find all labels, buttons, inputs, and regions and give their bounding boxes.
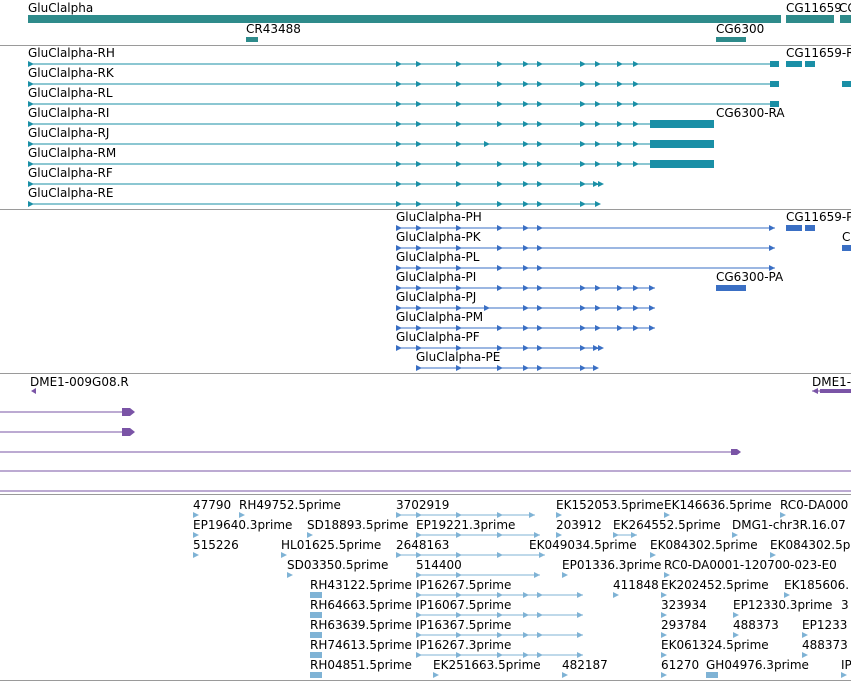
- est-label[interactable]: IP16367.5prime: [416, 618, 512, 632]
- est-label[interactable]: RC0-DA000: [780, 498, 849, 512]
- est-features[interactable]: [0, 495, 851, 681]
- transcript-label-cg6300-ra[interactable]: CG6300-RA: [716, 106, 785, 120]
- protein-label-pk[interactable]: GluClalpha-PK: [396, 230, 481, 244]
- transcript-label-cg11659-r[interactable]: CG11659-R: [786, 46, 851, 60]
- est-label[interactable]: RH04851.5prime: [310, 658, 412, 672]
- est-label[interactable]: 411848: [613, 578, 659, 592]
- gene-bar-cg11659[interactable]: [786, 15, 834, 23]
- est-label[interactable]: 203912: [556, 518, 602, 532]
- protein-label-ph[interactable]: GluClalpha-PH: [396, 210, 482, 224]
- est-label[interactable]: 482187: [562, 658, 608, 672]
- est-label[interactable]: EP19640.3prime: [193, 518, 293, 532]
- est-label[interactable]: EK251663.5prime: [433, 658, 541, 672]
- gene-bar-cr43488[interactable]: [246, 37, 258, 42]
- est-label[interactable]: 3702919: [396, 498, 450, 512]
- est-label[interactable]: 514400: [416, 558, 462, 572]
- transcript-label-rh[interactable]: GluClalpha-RH: [28, 46, 115, 60]
- gene-track: GluClalpha CR43488 CG6300 CG11659 CG: [0, 0, 851, 45]
- transcript-label-rm[interactable]: GluClalpha-RM: [28, 146, 117, 160]
- est-label[interactable]: DMG1-chr3R.16.07: [732, 518, 846, 532]
- gene-label-gluclalpha[interactable]: GluClalpha: [28, 1, 94, 15]
- protein-label-cg6300-pa[interactable]: CG6300-PA: [716, 270, 784, 284]
- est-label[interactable]: EP19221.3prime: [416, 518, 516, 532]
- est-track: 47790 RH49752.5prime 3702919 EK152053.5p…: [0, 495, 851, 681]
- transcript-label-rj[interactable]: GluClalpha-RJ: [28, 126, 110, 140]
- est-label[interactable]: 47790: [193, 498, 232, 512]
- est-label[interactable]: EK084302.5prime: [650, 538, 758, 552]
- primer-label-dme1-009g08[interactable]: DME1-009G08.R: [30, 375, 129, 389]
- est-label[interactable]: EK264552.5prime: [613, 518, 721, 532]
- est-label[interactable]: RH74613.5prime: [310, 638, 412, 652]
- primer-features[interactable]: [0, 374, 851, 494]
- protein-label-pl[interactable]: GluClalpha-PL: [396, 250, 480, 264]
- transcript-label-re[interactable]: GluClalpha-RE: [28, 186, 114, 200]
- transcript-label-ri[interactable]: GluClalpha-RI: [28, 106, 110, 120]
- gene-label-cr43488[interactable]: CR43488: [246, 22, 301, 36]
- est-label[interactable]: SD18893.5prime: [307, 518, 409, 532]
- protein-label-pe[interactable]: GluClalpha-PE: [416, 350, 501, 364]
- est-label[interactable]: 2648163: [396, 538, 450, 552]
- est-label[interactable]: IP16267.3prime: [416, 638, 512, 652]
- gene-bar-cg6300[interactable]: [716, 37, 746, 42]
- primer-label-dme1-truncated[interactable]: DME1-: [812, 375, 851, 389]
- est-label[interactable]: 488373: [802, 638, 848, 652]
- est-label[interactable]: GH04976.3prime: [706, 658, 809, 672]
- transcript-label-rl[interactable]: GluClalpha-RL: [28, 86, 113, 100]
- transcript-features[interactable]: [0, 46, 851, 209]
- protein-label-pi[interactable]: GluClalpha-PI: [396, 270, 477, 284]
- track-separator: [0, 209, 851, 210]
- est-label[interactable]: IP: [841, 658, 851, 672]
- est-label[interactable]: RH63639.5prime: [310, 618, 412, 632]
- protein-features[interactable]: [0, 210, 851, 373]
- track-separator: [0, 373, 851, 374]
- est-label[interactable]: 3: [841, 598, 849, 612]
- protein-label-pj[interactable]: GluClalpha-PJ: [396, 290, 477, 304]
- gene-bar-gluclalpha[interactable]: [28, 15, 781, 23]
- protein-label-cg11659-p[interactable]: CG11659-P: [786, 210, 851, 224]
- est-label[interactable]: RH64663.5prime: [310, 598, 412, 612]
- est-label[interactable]: EP1233: [802, 618, 848, 632]
- transcript-label-rf[interactable]: GluClalpha-RF: [28, 166, 113, 180]
- est-label[interactable]: 488373: [733, 618, 779, 632]
- est-label[interactable]: HL01625.5prime: [281, 538, 382, 552]
- est-label[interactable]: IP16067.5prime: [416, 598, 512, 612]
- est-label[interactable]: 293784: [661, 618, 707, 632]
- est-label[interactable]: RC0-DA0001-120700-023-E0: [664, 558, 837, 572]
- est-label[interactable]: EP12330.3prime: [733, 598, 833, 612]
- gene-label-cg-truncated[interactable]: CG: [839, 1, 851, 15]
- protein-label-pm[interactable]: GluClalpha-PM: [396, 310, 484, 324]
- est-label[interactable]: RH49752.5prime: [239, 498, 341, 512]
- transcript-label-rk[interactable]: GluClalpha-RK: [28, 66, 114, 80]
- primer-track: DME1-009G08.R DME1-: [0, 374, 851, 494]
- gene-bar-cg-truncated[interactable]: [840, 15, 851, 23]
- protein-track: GluClalpha-PH GluClalpha-PK GluClalpha-P…: [0, 210, 851, 373]
- protein-label-pf[interactable]: GluClalpha-PF: [396, 330, 480, 344]
- gene-label-cg11659[interactable]: CG11659: [786, 1, 842, 15]
- est-label[interactable]: EK084302.5p: [770, 538, 851, 552]
- est-label[interactable]: EK146636.5prime: [664, 498, 772, 512]
- est-label[interactable]: EK185606.: [784, 578, 850, 592]
- protein-label-c-truncated[interactable]: C: [842, 230, 851, 244]
- track-separator: [0, 45, 851, 46]
- est-label[interactable]: EK202452.5prime: [661, 578, 769, 592]
- est-label[interactable]: SD03350.5prime: [287, 558, 389, 572]
- est-label[interactable]: IP16267.5prime: [416, 578, 512, 592]
- est-label[interactable]: EK152053.5prime: [556, 498, 664, 512]
- gene-label-cg6300[interactable]: CG6300: [716, 22, 765, 36]
- track-separator: [0, 494, 851, 495]
- est-label[interactable]: EK049034.5prime: [529, 538, 637, 552]
- est-label[interactable]: RH43122.5prime: [310, 578, 412, 592]
- est-label[interactable]: 61270: [661, 658, 700, 672]
- est-label[interactable]: 515226: [193, 538, 239, 552]
- est-label[interactable]: 323934: [661, 598, 707, 612]
- est-label[interactable]: EK061324.5prime: [661, 638, 769, 652]
- transcript-track: GluClalpha-RH GluClalpha-RK GluClalpha-R…: [0, 46, 851, 209]
- est-label[interactable]: EP01336.3prime: [562, 558, 662, 572]
